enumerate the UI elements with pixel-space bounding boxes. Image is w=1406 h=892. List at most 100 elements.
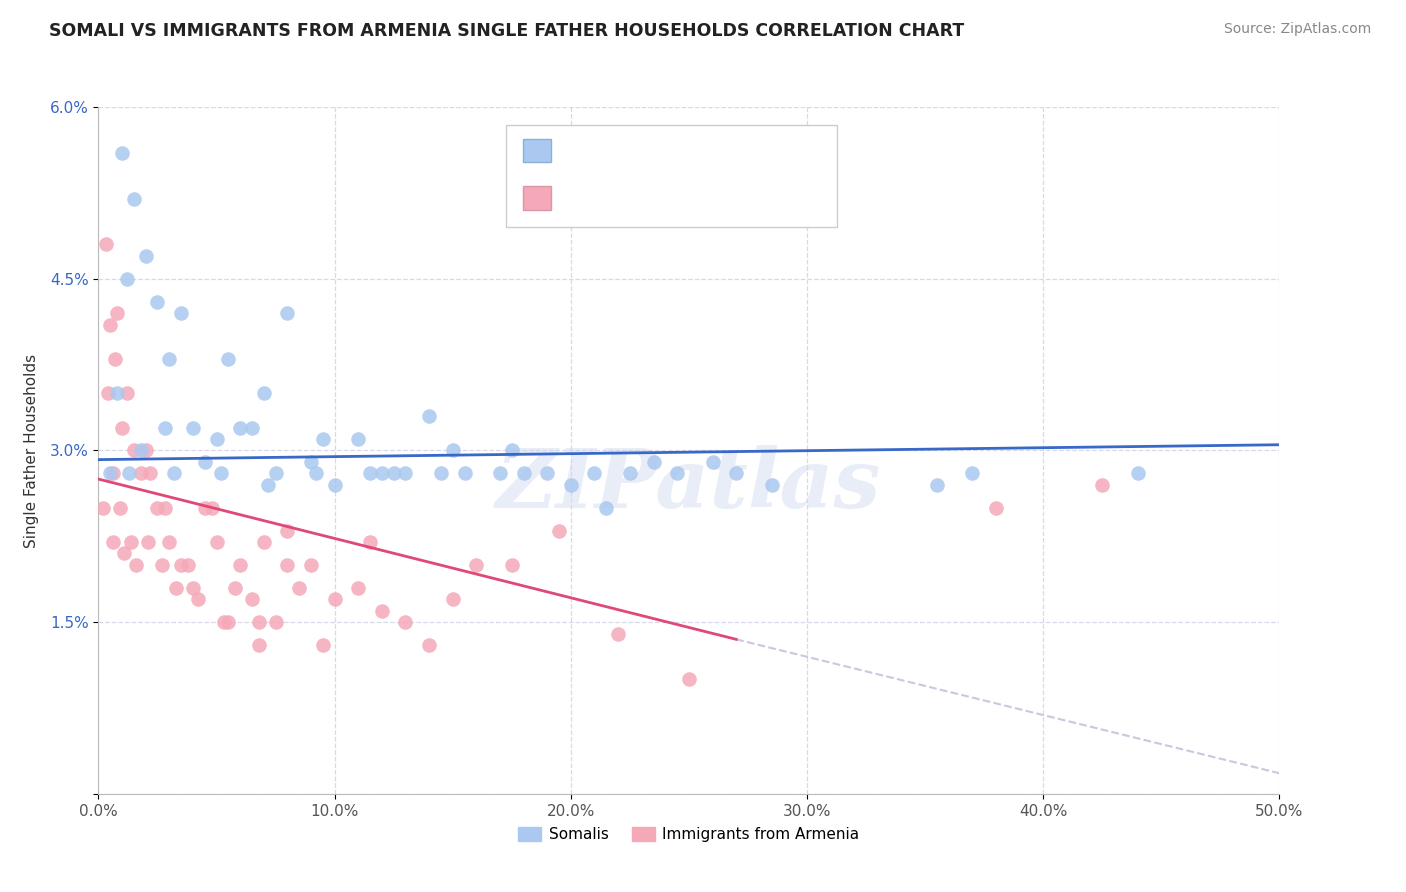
- Text: 0.029: 0.029: [619, 142, 675, 156]
- Point: [170, 558, 193, 572]
- Point: [135, 249, 157, 263]
- Point: [702, 455, 724, 469]
- Point: [678, 673, 700, 687]
- Point: [229, 558, 252, 572]
- Point: [394, 467, 416, 481]
- Point: [187, 592, 209, 607]
- Point: [666, 467, 689, 481]
- Point: [105, 306, 128, 320]
- Point: [111, 145, 134, 160]
- Point: [1091, 478, 1114, 492]
- Point: [153, 500, 176, 515]
- Point: [619, 467, 641, 481]
- Point: [98, 318, 121, 332]
- Point: [115, 271, 138, 285]
- Point: [108, 500, 131, 515]
- Point: [98, 467, 121, 481]
- Point: [323, 478, 346, 492]
- Text: R =: R =: [562, 142, 592, 156]
- Point: [643, 455, 665, 469]
- Point: [371, 604, 394, 618]
- Point: [305, 467, 328, 481]
- Point: [257, 478, 280, 492]
- Point: [430, 467, 453, 481]
- Point: [489, 467, 512, 481]
- Legend: Somalis, Immigrants from Armenia: Somalis, Immigrants from Armenia: [512, 821, 866, 848]
- Point: [276, 558, 298, 572]
- Point: [501, 558, 523, 572]
- Point: [97, 386, 120, 401]
- Point: [984, 500, 1007, 515]
- Point: [101, 535, 124, 549]
- Point: [194, 500, 217, 515]
- Text: 59: 59: [745, 189, 768, 203]
- Point: [135, 443, 157, 458]
- Point: [253, 535, 276, 549]
- Text: N =: N =: [696, 142, 727, 156]
- Point: [347, 581, 370, 595]
- Text: 53: 53: [745, 142, 768, 156]
- Point: [501, 443, 523, 458]
- Point: [224, 581, 246, 595]
- Point: [560, 478, 582, 492]
- Text: R =: R =: [562, 189, 592, 203]
- Point: [157, 535, 180, 549]
- Point: [536, 467, 558, 481]
- Point: [118, 467, 141, 481]
- Point: [91, 500, 114, 515]
- Point: [276, 306, 298, 320]
- Point: [229, 420, 252, 434]
- Point: [607, 626, 630, 640]
- Point: [1126, 467, 1149, 481]
- Text: -0.222: -0.222: [619, 189, 676, 203]
- Point: [136, 535, 159, 549]
- Point: [157, 351, 180, 366]
- Point: [240, 592, 263, 607]
- Point: [418, 409, 440, 424]
- Point: [441, 592, 464, 607]
- Point: [583, 467, 606, 481]
- Text: ZIPatlas: ZIPatlas: [496, 445, 882, 524]
- Point: [201, 500, 224, 515]
- Point: [323, 592, 346, 607]
- Point: [112, 546, 135, 561]
- Point: [209, 467, 232, 481]
- Point: [394, 615, 416, 630]
- Point: [247, 638, 270, 652]
- Point: [165, 581, 187, 595]
- Text: N =: N =: [696, 189, 727, 203]
- Point: [115, 386, 138, 401]
- Point: [205, 432, 228, 446]
- Point: [146, 500, 169, 515]
- Point: [170, 306, 193, 320]
- Point: [264, 615, 287, 630]
- Point: [299, 558, 322, 572]
- Point: [288, 581, 311, 595]
- Point: [465, 558, 488, 572]
- Point: [122, 443, 145, 458]
- Point: [347, 432, 370, 446]
- Point: [153, 420, 176, 434]
- Point: [312, 638, 335, 652]
- Point: [247, 615, 270, 630]
- Text: Source: ZipAtlas.com: Source: ZipAtlas.com: [1223, 22, 1371, 37]
- Point: [253, 386, 276, 401]
- Point: [194, 455, 217, 469]
- Point: [359, 467, 381, 481]
- Point: [512, 467, 534, 481]
- Point: [276, 524, 298, 538]
- Point: [101, 467, 124, 481]
- Point: [595, 500, 617, 515]
- Point: [105, 386, 128, 401]
- Point: [359, 535, 381, 549]
- Point: [181, 420, 204, 434]
- Point: [177, 558, 200, 572]
- Point: [382, 467, 405, 481]
- Point: [104, 351, 127, 366]
- Point: [181, 581, 204, 595]
- Point: [111, 420, 134, 434]
- Point: [146, 294, 169, 309]
- Point: [163, 467, 186, 481]
- Point: [217, 615, 239, 630]
- Point: [264, 467, 287, 481]
